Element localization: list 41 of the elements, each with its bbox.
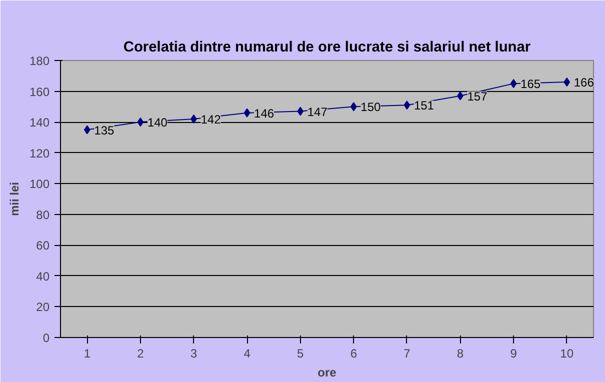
x-tick-label: 6 bbox=[350, 346, 358, 360]
x-tick-label: 2 bbox=[137, 346, 144, 360]
data-label: 165 bbox=[520, 77, 541, 92]
point bbox=[350, 102, 357, 112]
data-label: 151 bbox=[414, 98, 434, 113]
x-tick-label: 3 bbox=[190, 346, 198, 360]
data-label: 142 bbox=[200, 112, 222, 126]
x-tick-label: 4 bbox=[244, 346, 251, 360]
x-tick-label: 5 bbox=[297, 346, 304, 360]
x-tick-label: 8 bbox=[456, 346, 464, 360]
data-label: 140 bbox=[147, 116, 168, 130]
y-tick-label: 20 bbox=[36, 300, 50, 314]
x-axis-title: ore bbox=[318, 366, 337, 380]
y-tick-label: 0 bbox=[42, 331, 50, 345]
y-tick-label: 40 bbox=[36, 269, 50, 284]
point bbox=[84, 125, 90, 134]
y-axis-title: mii lei bbox=[7, 182, 22, 216]
point bbox=[564, 78, 570, 87]
y-tick-label: 100 bbox=[29, 177, 50, 192]
y-tick-label: 80 bbox=[36, 208, 50, 222]
data-label: 135 bbox=[94, 123, 114, 138]
data-label: 150 bbox=[360, 100, 381, 114]
y-tick-label: 140 bbox=[29, 116, 50, 130]
point bbox=[137, 118, 144, 127]
x-tick-label: 1 bbox=[84, 346, 91, 360]
point bbox=[297, 106, 304, 116]
x-tick-label: 7 bbox=[404, 346, 411, 360]
data-label: 157 bbox=[467, 89, 488, 104]
data-label: 166 bbox=[574, 76, 594, 90]
y-tick-label: 160 bbox=[29, 84, 50, 99]
point bbox=[404, 100, 410, 110]
data-label: 146 bbox=[254, 106, 274, 120]
y-tick-label: 60 bbox=[36, 238, 50, 253]
data-label: 147 bbox=[307, 104, 328, 119]
y-tick-label: 180 bbox=[29, 54, 50, 68]
point bbox=[244, 108, 250, 118]
chart-title: Corelatia dintre numarul de ore lucrate si salariul net lunar bbox=[123, 40, 531, 56]
y-tick-label: 120 bbox=[29, 146, 50, 160]
point bbox=[510, 79, 517, 88]
x-tick-label: 10 bbox=[560, 346, 574, 360]
x-tick-label: 9 bbox=[510, 346, 518, 360]
